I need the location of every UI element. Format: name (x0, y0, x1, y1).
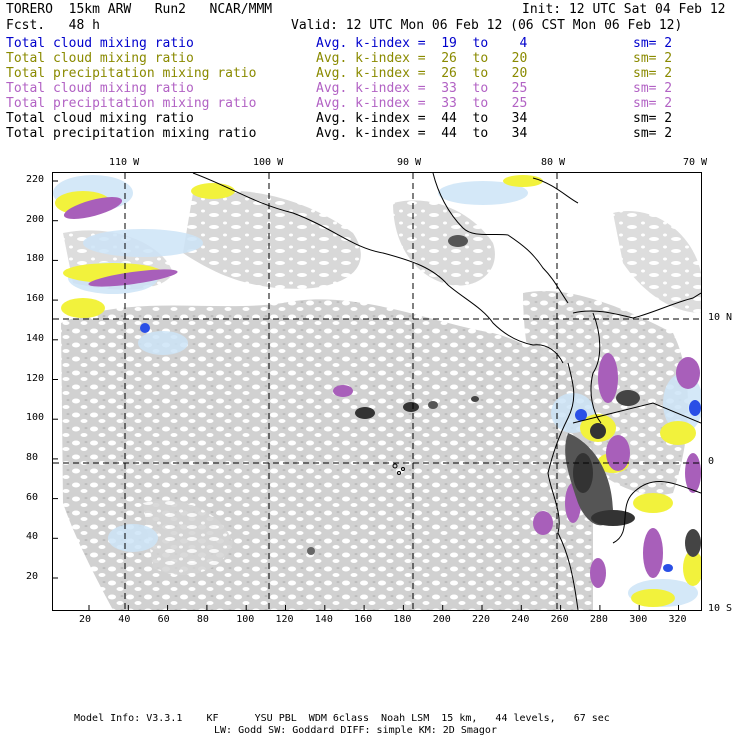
grid-y-tick-label: 40 (26, 531, 39, 543)
grid-y-tick-label: 200 (26, 213, 45, 225)
longitude-label: 110 W (109, 157, 140, 168)
legend-smoothing: sm= 2 (633, 81, 673, 96)
grid-x-tick-label: 80 (196, 614, 209, 625)
legend-kindex: Avg. k-index = 33 to 25 (316, 81, 528, 96)
grid-x-tick-label: 320 (668, 614, 687, 625)
legend-field-name: Total cloud mixing ratio (6, 81, 194, 96)
grid-x-tick-label: 120 (275, 614, 294, 625)
legend-kindex: Avg. k-index = 19 to 4 (316, 36, 528, 51)
grid-y-tick-label: 20 (26, 571, 39, 582)
grid-x-tick-label: 140 (314, 614, 333, 625)
legend-kindex: Avg. k-index = 33 to 25 (316, 96, 528, 111)
longitude-label: 80 W (541, 157, 566, 168)
grid-x-tick-label: 280 (589, 614, 608, 625)
coastlines (192, 173, 701, 610)
grid-y-tick-label: 140 (26, 332, 45, 344)
grid-x-tick-label: 260 (550, 614, 569, 625)
grid-y-tick-label: 120 (26, 372, 45, 384)
legend-field-name: Total cloud mixing ratio (6, 111, 194, 126)
grid-x-tick-label: 180 (393, 614, 412, 625)
init-time: Init: 12 UTC Sat 04 Feb 12 (522, 2, 726, 17)
grid-x-tick-label: 200 (432, 614, 451, 625)
model-info-line1: Model Info: V3.3.1 KF YSU PBL WDM 6class… (74, 713, 610, 724)
grid-y-tick-label: 100 (26, 412, 45, 424)
axis-ticks (53, 180, 679, 610)
latitude-label: 10 S (708, 603, 733, 614)
legend-smoothing: sm= 2 (633, 36, 673, 51)
lat-lon-grid (53, 173, 701, 610)
legend-field-name: Total cloud mixing ratio (6, 36, 194, 51)
blue-cloud-core (140, 323, 701, 572)
model-title: TORERO 15km ARW Run2 NCAR/MMM (6, 2, 273, 17)
legend-field-name: Total cloud mixing ratio (6, 51, 194, 66)
grid-x-tick-label: 40 (118, 614, 131, 625)
legend-kindex: Avg. k-index = 44 to 34 (316, 126, 528, 141)
grid-x-tick-label: 60 (157, 614, 170, 625)
longitude-label: 70 W (683, 157, 708, 168)
longitude-label: 90 W (397, 157, 422, 168)
legend-smoothing: sm= 2 (633, 111, 673, 126)
grid-x-tick-label: 300 (629, 614, 648, 625)
valid-time: Valid: 12 UTC Mon 06 Feb 12 (06 CST Mon … (291, 18, 683, 33)
grid-x-tick-label: 160 (354, 614, 373, 625)
grid-y-tick-label: 220 (26, 174, 45, 185)
forecast-hour: Fcst. 48 h (6, 18, 100, 33)
legend-field-name: Total precipitation mixing ratio (6, 126, 257, 141)
legend-kindex: Avg. k-index = 26 to 20 (316, 51, 528, 66)
legend-field-name: Total precipitation mixing ratio (6, 96, 257, 111)
latitude-label: 10 N (708, 312, 733, 323)
legend-smoothing: sm= 2 (633, 126, 673, 141)
legend-smoothing: sm= 2 (633, 51, 673, 66)
longitude-label: 100 W (253, 157, 284, 168)
grid-y-tick-label: 180 (26, 253, 45, 265)
legend-kindex: Avg. k-index = 44 to 34 (316, 111, 528, 126)
legend-smoothing: sm= 2 (633, 66, 673, 81)
legend-smoothing: sm= 2 (633, 96, 673, 111)
latitude-label: 0 (708, 456, 715, 467)
grid-x-tick-label: 240 (511, 614, 530, 625)
grid-y-tick-label: 160 (26, 293, 45, 305)
model-info-line2: LW: Godd SW: Goddard DIFF: simple KM: 2D… (214, 725, 497, 736)
legend-kindex: Avg. k-index = 26 to 20 (316, 66, 528, 81)
grid-x-tick-label: 20 (79, 614, 92, 625)
grid-x-tick-label: 100 (236, 614, 255, 625)
grid-y-tick-label: 60 (26, 491, 39, 503)
grid-y-tick-label: 80 (26, 451, 39, 463)
grid-x-tick-label: 220 (472, 614, 491, 625)
weather-map (52, 172, 702, 611)
map-canvas (53, 173, 701, 610)
legend-field-name: Total precipitation mixing ratio (6, 66, 257, 81)
